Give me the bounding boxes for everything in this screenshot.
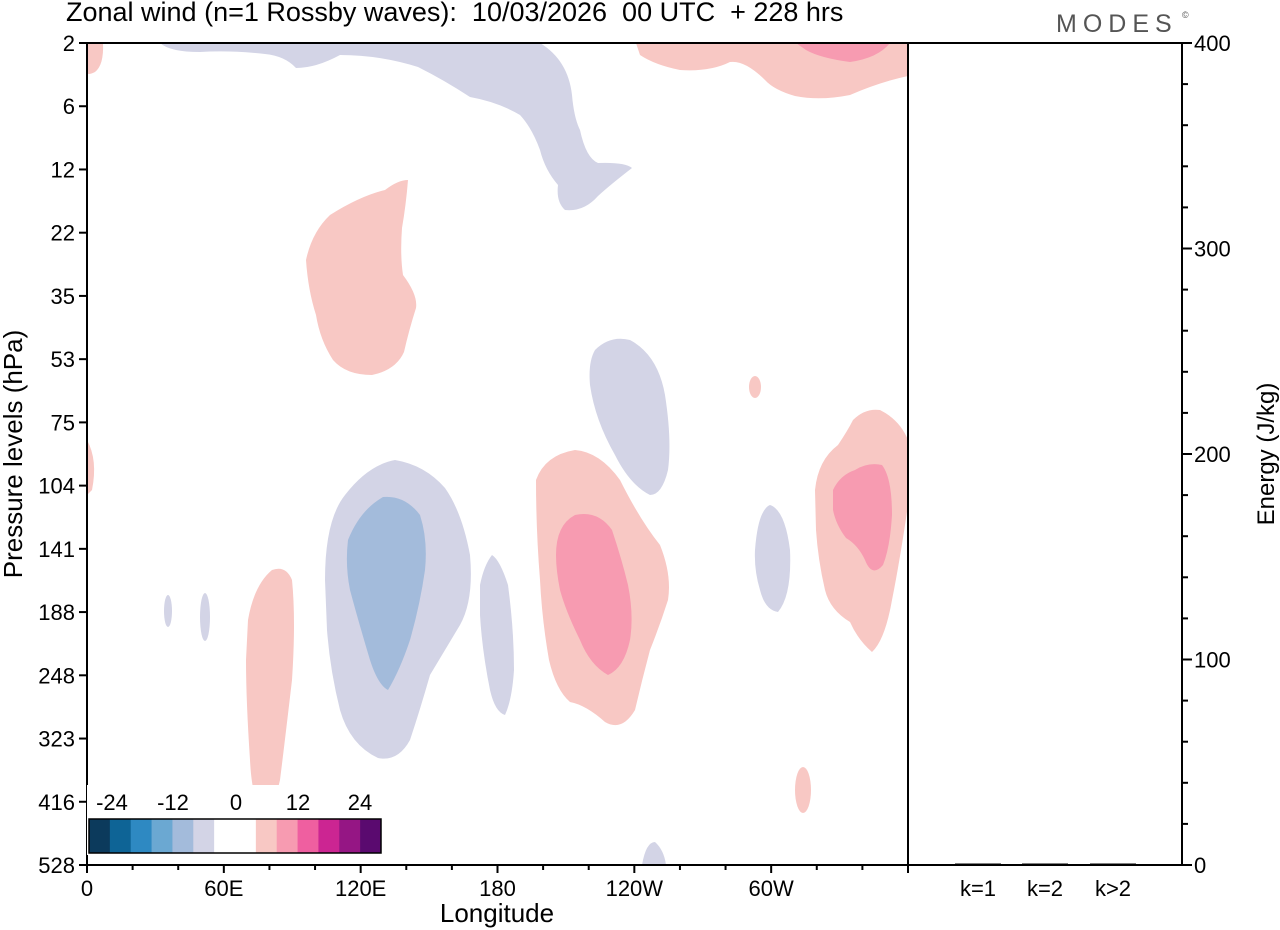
contour-negative-region — [200, 593, 210, 641]
energy-bars: k=1 k=2 k>2 — [955, 863, 1136, 901]
colorbar-swatch — [297, 819, 319, 853]
colorbar-swatch — [276, 819, 299, 853]
colorbar-swatch — [318, 819, 340, 853]
brand-registered-mark: © — [1182, 10, 1189, 20]
pressure-tick-label: 416 — [38, 790, 75, 815]
longitude-tick-label: 120E — [335, 876, 386, 901]
energy-axis: 0 100 200 300 400 — [1182, 31, 1231, 878]
colorbar-swatch — [151, 819, 173, 853]
colorbar-swatch — [339, 819, 361, 853]
colorbar-label: 24 — [348, 790, 372, 815]
colorbar-swatch — [360, 819, 382, 853]
longitude-tick-label: 120W — [606, 876, 664, 901]
pressure-tick-label: 248 — [38, 663, 75, 688]
colorbar-swatch — [130, 819, 153, 853]
colorbar: -24 -12 0 12 24 — [87, 785, 383, 855]
brand-logo: MODES — [1056, 10, 1178, 38]
energy-tick-label: 400 — [1194, 31, 1231, 56]
longitude-tick-label: 60E — [204, 876, 243, 901]
chart-title: Zonal wind (n=1 Rossby waves): 10/03/202… — [66, 0, 844, 27]
contour-positive-region — [246, 568, 294, 810]
pressure-tick-label: 75 — [51, 410, 75, 435]
pressure-tick-label: 6 — [63, 94, 75, 119]
colorbar-swatch — [193, 819, 215, 853]
colorbar-label: -24 — [96, 790, 128, 815]
colorbar-label: -12 — [157, 790, 189, 815]
energy-tick-label: 200 — [1194, 442, 1231, 467]
pressure-tick-label: 323 — [38, 727, 75, 752]
energy-tick-label: 300 — [1194, 237, 1231, 262]
longitude-tick-label: 180 — [479, 876, 516, 901]
pressure-tick-label: 35 — [51, 284, 75, 309]
contour-positive-region — [749, 376, 761, 398]
pressure-tick-label: 2 — [63, 31, 75, 56]
colorbar-swatch — [214, 819, 236, 853]
contour-positive-core — [833, 464, 892, 571]
energy-category-label: k=2 — [1027, 876, 1063, 901]
colorbar-label: 12 — [286, 790, 310, 815]
energy-bar — [1022, 863, 1068, 865]
contour-positive-region — [87, 43, 104, 74]
pressure-tick-label: 22 — [51, 221, 75, 246]
energy-bar — [955, 863, 1001, 865]
energy-bar — [1090, 863, 1136, 865]
pressure-tick-label: 188 — [38, 600, 75, 625]
contour-field — [87, 43, 908, 865]
colorbar-swatch — [255, 819, 278, 853]
energy-category-label: k=1 — [960, 876, 996, 901]
energy-tick-label: 100 — [1194, 648, 1231, 673]
colorbar-swatch — [235, 819, 257, 853]
contour-negative-core — [346, 496, 426, 690]
energy-category-label: k>2 — [1095, 876, 1131, 901]
x-axis-label: Longitude — [440, 898, 554, 928]
energy-tick-label: 0 — [1194, 853, 1206, 878]
colorbar-swatch — [89, 819, 111, 853]
contour-negative-region — [642, 842, 666, 865]
contour-negative-region — [164, 595, 172, 627]
y-axis-label: Pressure levels (hPa) — [0, 330, 28, 579]
colorbar-label: 0 — [230, 790, 242, 815]
contour-positive-region — [87, 440, 95, 495]
pressure-tick-label: 53 — [51, 347, 75, 372]
longitude-tick-label: 60W — [749, 876, 794, 901]
longitude-tick-label: 0 — [81, 876, 93, 901]
pressure-tick-label: 104 — [38, 474, 75, 499]
pressure-tick-label: 12 — [51, 157, 75, 182]
contour-positive-region — [306, 180, 417, 375]
contour-plot-frame — [86, 42, 909, 866]
pressure-tick-label: 141 — [38, 537, 75, 562]
contour-negative-region — [754, 505, 791, 612]
colorbar-border — [88, 818, 382, 854]
colorbar-swatch — [109, 819, 132, 853]
energy-axis-label: Energy (J/kg) — [1253, 383, 1280, 526]
contour-negative-region — [160, 43, 632, 211]
colorbar-swatch — [172, 819, 194, 853]
contour-positive-core — [556, 514, 632, 675]
pressure-axis: 2 6 12 22 35 53 75 104 141 188 248 323 416 528 — [38, 31, 87, 878]
contour-positive-core — [796, 43, 890, 62]
contour-negative-region — [480, 555, 514, 715]
contour-negative-region — [589, 338, 670, 495]
longitude-axis: 0 60E 120E 180 120W 60W — [81, 865, 909, 901]
pressure-tick-label: 528 — [38, 853, 75, 878]
contour-positive-region — [795, 767, 811, 813]
